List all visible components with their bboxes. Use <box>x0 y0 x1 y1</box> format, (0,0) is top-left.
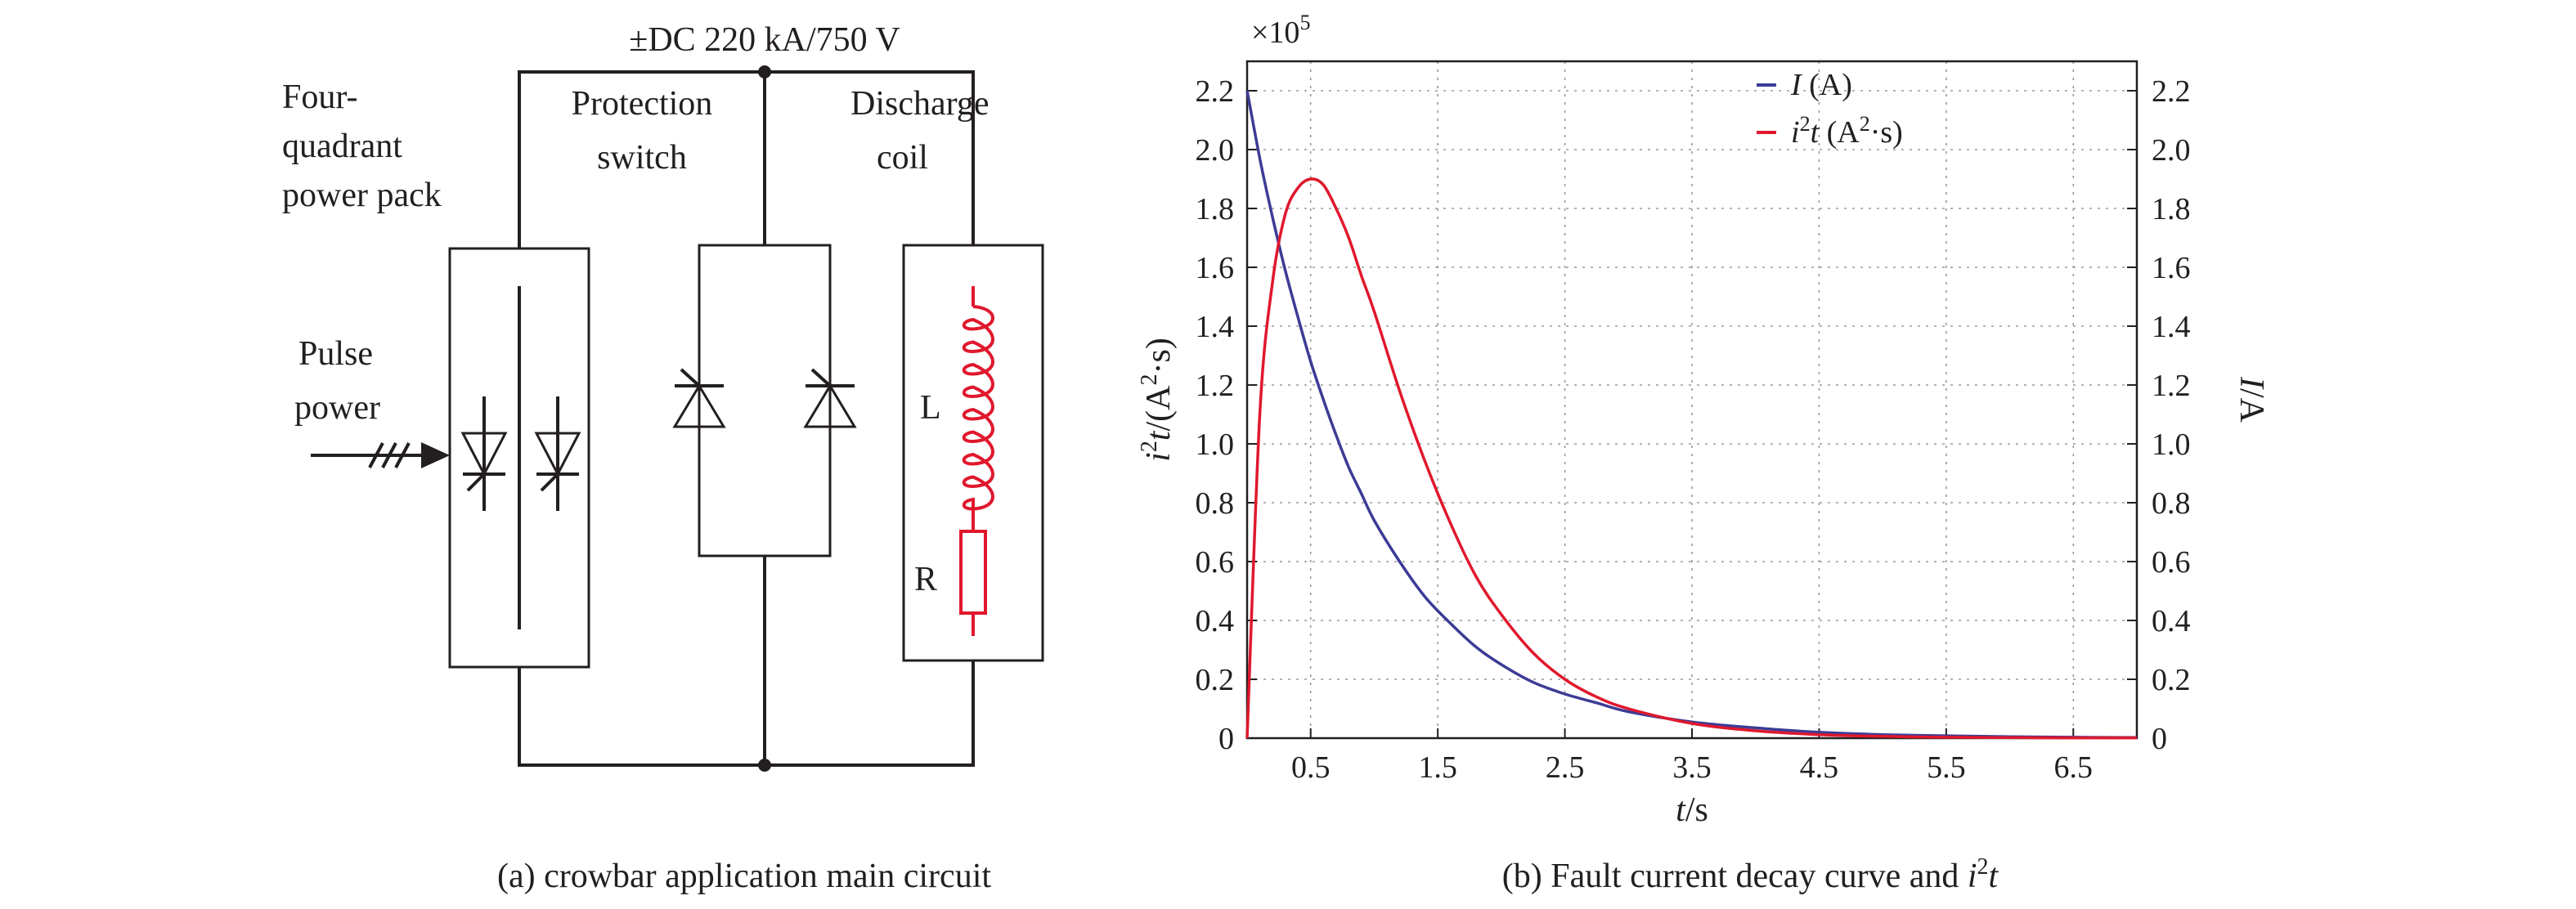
power-pack-block: Four- quadrant power pack <box>282 78 590 669</box>
inductor-label: L <box>920 389 941 427</box>
plot-frame <box>1245 60 2138 740</box>
x-axis-label: t/s <box>1676 791 1708 829</box>
y-tick-label: 2.2 <box>1196 74 1235 109</box>
y-tick-label: 0.4 <box>1196 604 1235 638</box>
x-tick-label: 2.5 <box>1546 750 1585 785</box>
series-line-i2t <box>1245 177 2138 740</box>
switch-label-line1: Protection <box>572 85 713 123</box>
y-tick-label: 1.6 <box>1196 251 1235 285</box>
y-tick-label: 0.8 <box>1196 486 1235 521</box>
series-line-I <box>1245 90 2138 740</box>
x-tick-label: 5.5 <box>1927 750 1966 785</box>
axis-ticks <box>1247 90 2137 739</box>
x-tick-label: 4.5 <box>1800 750 1839 785</box>
resistor-label: R <box>914 561 937 598</box>
thyristor-right-icon <box>534 396 581 511</box>
x-tick-label: 0.5 <box>1291 750 1331 785</box>
legend: I (A) i2t (A2·s) <box>1757 68 1903 150</box>
diode-left-icon <box>672 368 726 428</box>
y2-tick-label: 0.4 <box>2152 604 2191 638</box>
y2-tick-label: 1.8 <box>2152 192 2191 226</box>
supply-label: ±DC 220 kA/750 V <box>629 21 900 59</box>
pulse-label-line2: power <box>294 389 380 427</box>
y2-tick-label: 1.6 <box>2152 251 2191 285</box>
power-pack-label-line3: power pack <box>282 177 442 214</box>
pulse-label-line1: Pulse <box>298 335 373 373</box>
coil-label-line1: Discharge <box>850 85 990 123</box>
y2-tick-label: 0.2 <box>2152 663 2191 697</box>
x-tick-label: 3.5 <box>1672 750 1712 785</box>
x-tick-label: 1.5 <box>1418 750 1457 785</box>
coil-label-line2: coil <box>877 139 928 177</box>
protection-switch-block: Protection switch <box>572 72 857 765</box>
y-tick-label: 1.4 <box>1196 310 1235 344</box>
bottom-bus-wire <box>518 660 975 767</box>
circuit-caption: (a) crowbar application main circuit <box>497 858 991 895</box>
y-tick-label: 0.6 <box>1196 545 1235 580</box>
y-tick-label: 0 <box>1218 722 1234 756</box>
y2-tick-label: 1.0 <box>2152 428 2191 462</box>
arrow-right-icon <box>421 442 450 468</box>
y-tick-label: 2.0 <box>1196 133 1235 168</box>
switch-label-line2: switch <box>597 139 687 177</box>
y2-tick-label: 1.2 <box>2152 369 2191 403</box>
power-pack-label-line2: quadrant <box>282 128 402 165</box>
legend-label-I: I (A) <box>1790 68 1852 102</box>
resistor-icon <box>959 530 987 636</box>
x-tick-labels: 0.5 1.5 2.5 3.5 4.5 5.5 6.5 <box>1291 750 2093 785</box>
top-bus-wire <box>518 70 975 249</box>
y-axis-label-right: I/A <box>2233 376 2270 423</box>
y-tick-label: 1.0 <box>1196 428 1235 462</box>
inductor-icon <box>962 286 994 531</box>
chart: 0.5 1.5 2.5 3.5 4.5 5.5 6.5 0 0.2 0.4 0.6 0.8 1.0 1.… <box>1137 11 2270 895</box>
x-tick-label: 6.5 <box>2054 750 2094 785</box>
y-tick-labels: 0 0.2 0.4 0.6 0.8 1.0 1.2 1.4 1.6 1.8 2.0 2.2 <box>1196 74 1235 756</box>
y-axis-label-left: i2t/(A2·s) <box>1137 338 1178 462</box>
y2-tick-label: 2.2 <box>2152 74 2191 109</box>
y-tick-label: 0.2 <box>1196 663 1235 697</box>
legend-label-i2t: i2t (A2·s) <box>1791 112 1903 150</box>
y2-tick-labels: 0 0.2 0.4 0.6 0.8 1.0 1.2 1.4 1.6 1.8 2.0 2.2 <box>2152 74 2191 756</box>
y2-tick-label: 0.8 <box>2152 486 2191 521</box>
series-lines <box>1245 90 2138 740</box>
power-pack-label-line1: Four- <box>282 78 358 116</box>
grid-lines <box>1247 61 2137 738</box>
thyristor-left-icon <box>460 396 508 511</box>
chart-caption: (b) Fault current decay curve and i2t <box>1502 854 1999 895</box>
circuit-diagram: ±DC 220 kA/750 V Four- quadrant power pa… <box>282 21 1044 895</box>
discharge-coil-block: Discharge coil L R <box>850 85 1044 662</box>
y2-tick-label: 0.6 <box>2152 545 2191 580</box>
diode-right-icon <box>803 368 857 428</box>
y2-tick-label: 1.4 <box>2152 310 2191 344</box>
y-tick-label: 1.2 <box>1196 369 1235 403</box>
y-tick-label: 1.8 <box>1196 192 1235 226</box>
pulse-power-input: Pulse power <box>294 335 450 468</box>
y2-tick-label: 0 <box>2152 722 2167 756</box>
y-multiplier: ×105 <box>1251 11 1310 50</box>
y2-tick-label: 2.0 <box>2152 133 2191 168</box>
